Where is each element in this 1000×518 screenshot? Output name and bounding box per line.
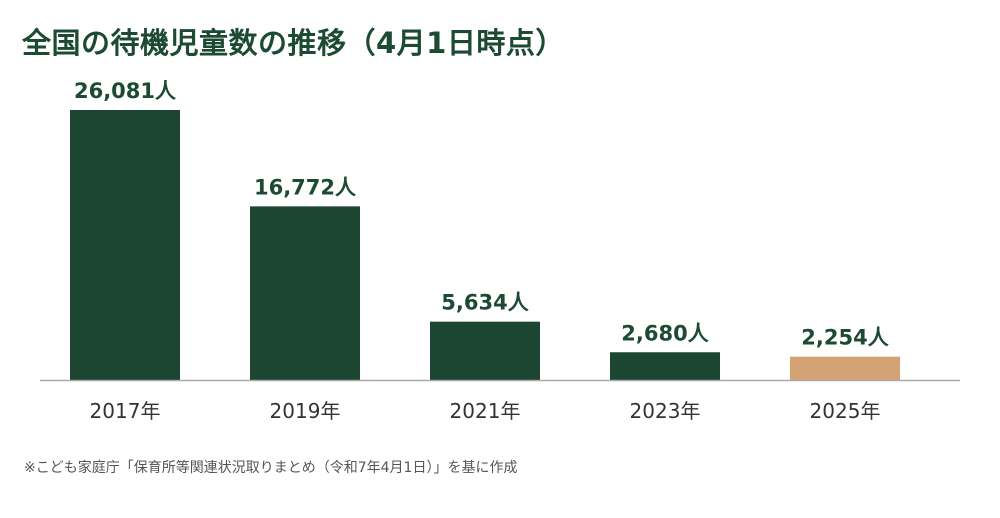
x-tick-label-3: 2023年: [630, 399, 701, 423]
bar-4: [790, 356, 900, 380]
x-tick-labels-group: 2017年 2019年 2021年 2023年 2025年: [90, 399, 881, 423]
data-labels-group: 26,081人 16,772人 5,634人 2,680人 2,254人: [74, 79, 889, 350]
x-tick-label-1: 2019年: [270, 399, 341, 423]
data-label-3: 2,680人: [621, 321, 708, 345]
bar-2: [430, 321, 540, 380]
bar-1: [250, 206, 360, 380]
x-tick-label-4: 2025年: [810, 399, 881, 423]
bars-group: [70, 110, 900, 380]
data-label-2: 5,634人: [441, 291, 528, 315]
chart-title: 全国の待機児童数の推移（4月1日時点）: [22, 26, 565, 60]
source-note: ※こども家庭庁「保育所等関連状況取りまとめ（令和7年4月1日）」を基に作成: [24, 460, 518, 476]
x-tick-label-0: 2017年: [90, 399, 161, 423]
data-label-0: 26,081人: [74, 79, 176, 103]
data-label-1: 16,772人: [254, 175, 356, 199]
bar-0: [70, 110, 180, 380]
data-label-4: 2,254人: [801, 326, 888, 350]
bar-3: [610, 352, 720, 380]
x-tick-label-2: 2021年: [450, 399, 521, 423]
